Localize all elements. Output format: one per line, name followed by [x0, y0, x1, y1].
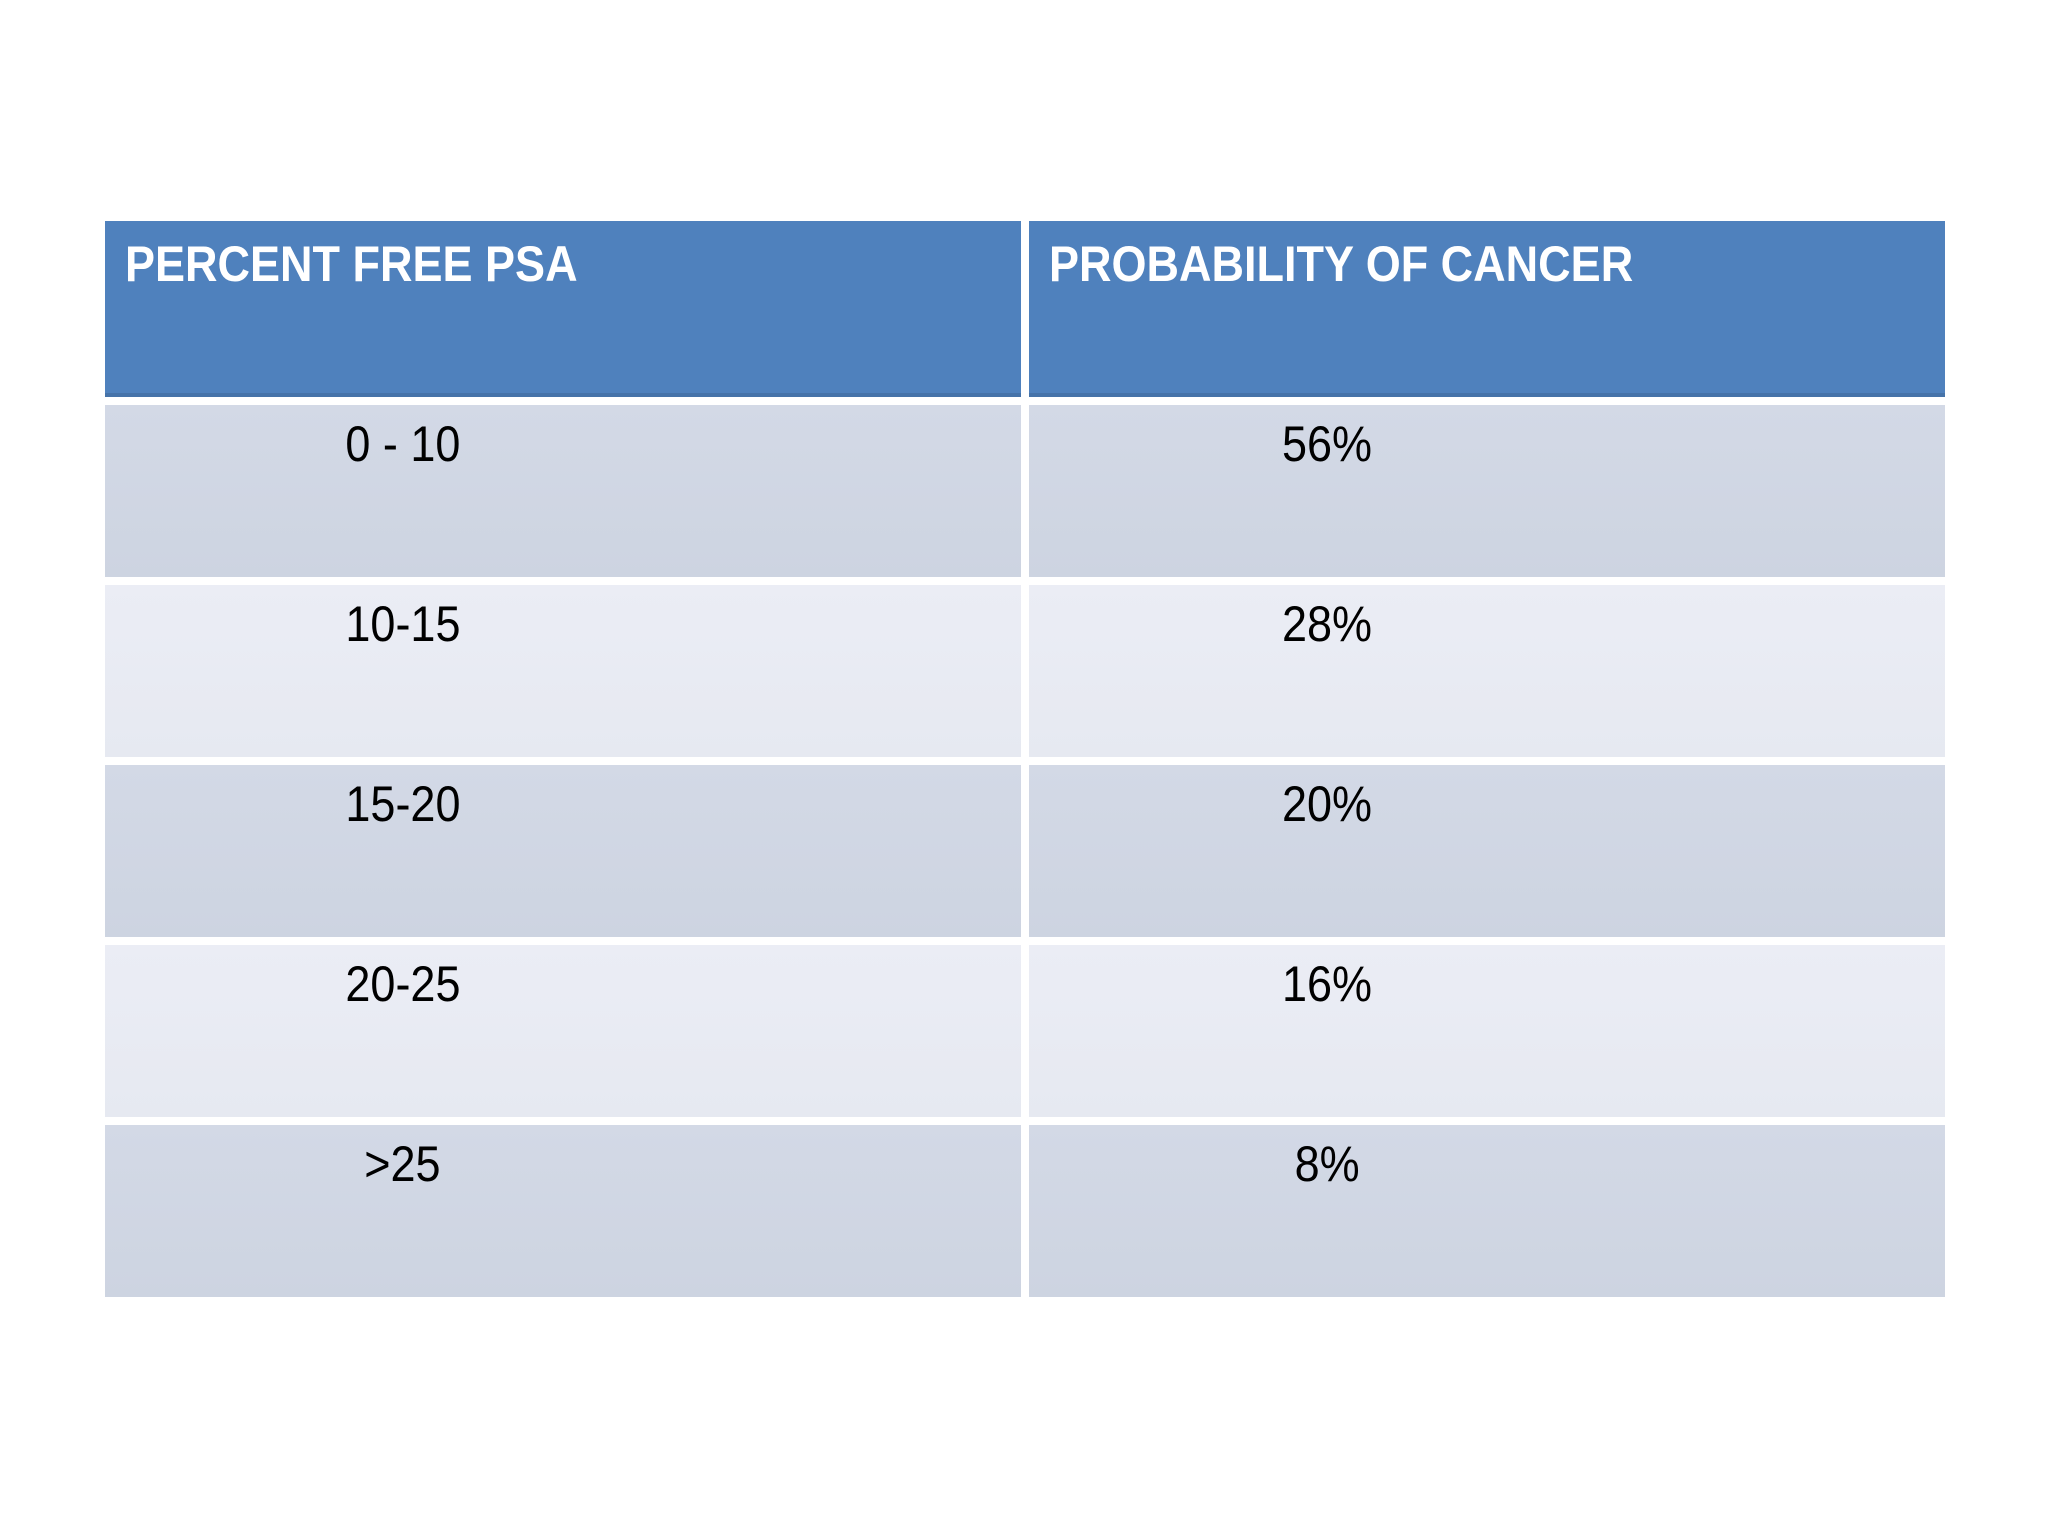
table-row: 10-15 28%	[105, 585, 1945, 757]
table-row: 20-25 16%	[105, 945, 1945, 1117]
cancer-probability-value: 16%	[1281, 956, 1372, 1012]
cancer-probability-value: 56%	[1281, 416, 1372, 472]
cell-cancer-probability: 20%	[1029, 765, 1945, 937]
table-header-row: PERCENT FREE PSA PROBABILITY OF CANCER	[105, 221, 1945, 397]
cell-psa-range: 10-15	[105, 585, 1021, 757]
table-row: 0 - 10 56%	[105, 405, 1945, 577]
cell-cancer-probability: 56%	[1029, 405, 1945, 577]
psa-probability-table: PERCENT FREE PSA PROBABILITY OF CANCER 0…	[105, 221, 1945, 1297]
cell-psa-range: 20-25	[105, 945, 1021, 1117]
cell-cancer-probability: 8%	[1029, 1125, 1945, 1297]
cell-psa-range: >25	[105, 1125, 1021, 1297]
cancer-probability-value: 28%	[1281, 596, 1372, 652]
header-label-probability-of-cancer: PROBABILITY OF CANCER	[1049, 236, 1634, 292]
psa-range-value: >25	[364, 1136, 441, 1192]
table-row: >25 8%	[105, 1125, 1945, 1297]
cancer-probability-value: 20%	[1281, 776, 1372, 832]
cancer-probability-value: 8%	[1294, 1136, 1360, 1192]
cell-psa-range: 0 - 10	[105, 405, 1021, 577]
header-cell-percent-free-psa: PERCENT FREE PSA	[105, 221, 1021, 397]
table-row: 15-20 20%	[105, 765, 1945, 937]
psa-range-value: 20-25	[345, 956, 461, 1012]
header-label-percent-free-psa: PERCENT FREE PSA	[125, 236, 578, 292]
header-cell-probability-of-cancer: PROBABILITY OF CANCER	[1029, 221, 1945, 397]
cell-cancer-probability: 28%	[1029, 585, 1945, 757]
cell-cancer-probability: 16%	[1029, 945, 1945, 1117]
psa-range-value: 15-20	[345, 776, 461, 832]
psa-range-value: 0 - 10	[345, 416, 461, 472]
cell-psa-range: 15-20	[105, 765, 1021, 937]
psa-range-value: 10-15	[345, 596, 461, 652]
